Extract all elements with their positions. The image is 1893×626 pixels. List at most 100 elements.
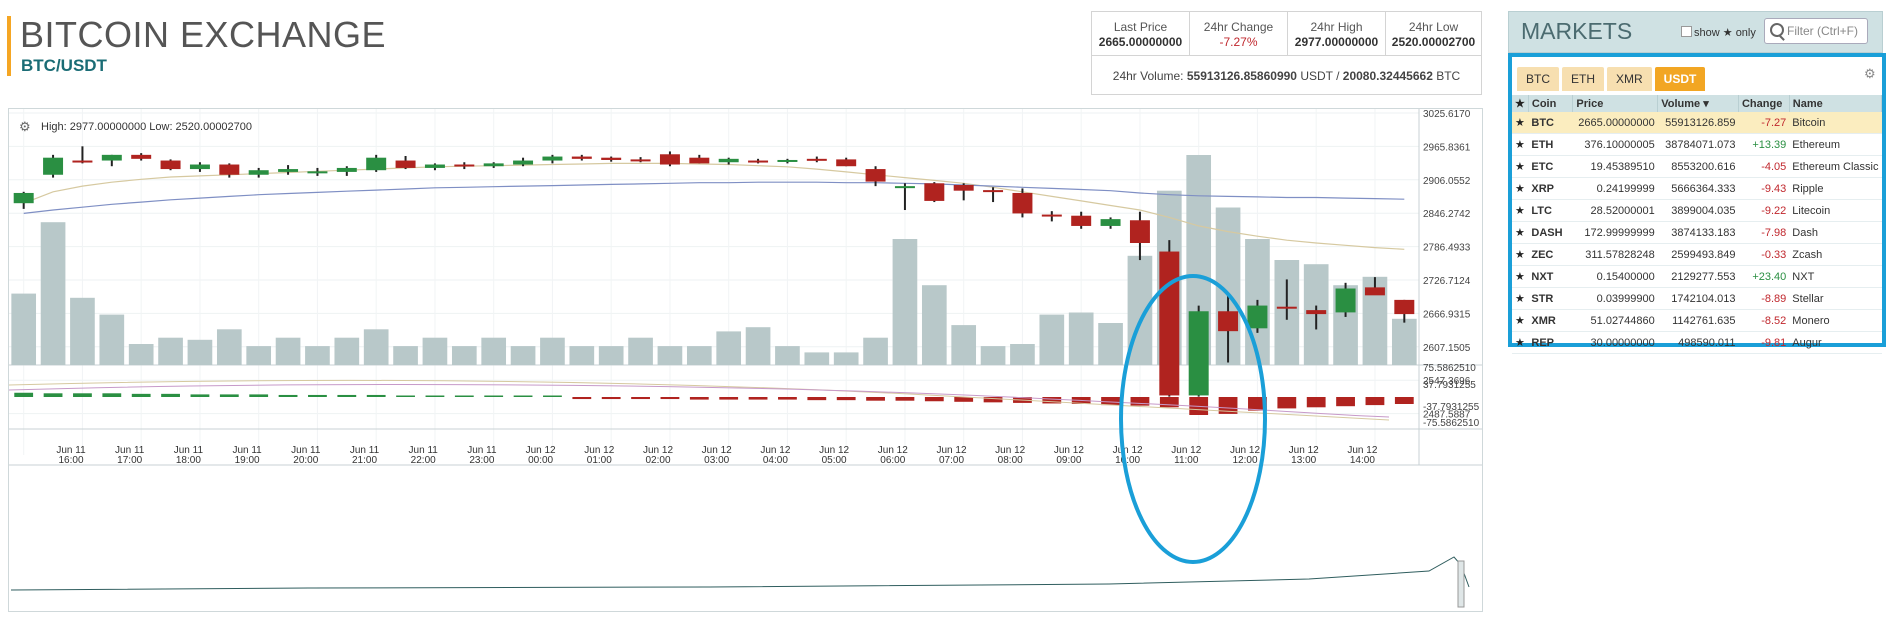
volume-usdt-unit: USDT / (1300, 69, 1340, 83)
volume-label: 24hr Volume: (1112, 69, 1184, 83)
table-row[interactable]: ★ BTC 2665.00000000 55913126.859 -7.27 Bitcoi… (1512, 112, 1882, 134)
time-tick-hour: 04:00 (763, 455, 788, 466)
table-row[interactable]: ★ ETH 376.10000005 38784071.073 +13.39 Ethere… (1512, 133, 1882, 156)
time-tick-hour: 21:00 (352, 455, 377, 466)
gear-icon[interactable]: ⚙ (1864, 66, 1876, 81)
price-cell: 30.00000000 (1572, 331, 1658, 354)
name-cell: Dash (1789, 221, 1882, 244)
show-label: show (1694, 27, 1720, 39)
high-value: 2977.00000000 (1294, 35, 1379, 49)
macd-bar (513, 395, 533, 397)
table-row[interactable]: ★ ZEC 311.57828248 2599493.849 -0.33 Zcash (1512, 243, 1882, 266)
price-tick-label: 2666.9315 (1423, 309, 1471, 320)
volume-cell: 1142761.635 (1657, 309, 1739, 332)
price-cell: 51.02744860 (1572, 309, 1658, 332)
candle-body (983, 190, 1004, 193)
volume-bar (540, 337, 565, 365)
volume-cell: 5666364.333 (1657, 177, 1739, 200)
chart-canvas[interactable]: 3025.6170 2965.8361 2906.0552 2846.2742 2786… (9, 109, 1482, 611)
filter-input[interactable]: Filter (Ctrl+F) (1764, 18, 1868, 44)
volume-bar (363, 329, 389, 365)
page-title: BITCOIN EXCHANGE (20, 14, 387, 55)
price-cell: 0.15400000 (1572, 265, 1658, 288)
tab-xmr[interactable]: XMR (1607, 67, 1652, 91)
tab-eth[interactable]: ETH (1562, 67, 1604, 91)
volume-bar (393, 346, 418, 365)
macd-bar (807, 397, 827, 401)
candle-body (189, 164, 210, 170)
time-tick-hour: 18:00 (176, 455, 201, 466)
candle-body (1159, 251, 1180, 396)
volume-bar (1098, 323, 1123, 365)
time-tick-hour: 07:00 (939, 455, 964, 466)
macd-bar (748, 397, 768, 400)
tab-usdt[interactable]: USDT (1654, 67, 1706, 91)
highlight-ellipse (1119, 274, 1267, 564)
price-cell: 376.10000005 (1572, 133, 1658, 156)
macd-line (9, 384, 1390, 418)
table-row[interactable]: ★ DASH 172.99999999 3874133.183 -7.98 Dash (1512, 221, 1882, 244)
column-coin[interactable]: Coin (1528, 95, 1574, 112)
volume-bar (99, 314, 125, 365)
change-cell: -9.22 (1738, 199, 1790, 222)
candle-body (1247, 305, 1268, 329)
volume-bar (628, 337, 653, 365)
price-chart[interactable]: 3025.6170 2965.8361 2906.0552 2846.2742 2786… (8, 108, 1483, 612)
filter-placeholder: Filter (Ctrl+F) (1787, 24, 1858, 38)
volume-bar (1391, 318, 1417, 365)
candle-body (72, 160, 93, 163)
coin-cell: XMR (1528, 309, 1573, 332)
table-row[interactable]: ★ REP 30.00000000 498590.011 -9.81 Augur (1512, 331, 1882, 354)
macd-bar (778, 397, 797, 400)
tab-btc[interactable]: BTC (1517, 67, 1559, 91)
macd-bar (278, 394, 298, 397)
macd-bar (1336, 397, 1355, 407)
table-row[interactable]: ★ NXT 0.15400000 2129277.553 +23.40 NXT (1512, 265, 1882, 288)
price-tick-label: 2547.3696 (1423, 376, 1471, 387)
star-column-header[interactable]: ★ (1512, 95, 1529, 112)
time-tick-hour: 12:00 (1232, 455, 1257, 466)
price-tick-label: 2786.4933 (1423, 243, 1471, 254)
volume-bar (1068, 312, 1094, 365)
time-tick-date: Jun 12 (1289, 445, 1319, 456)
macd-bar (1277, 397, 1297, 409)
macd-tick-label: -75.5862510 (1423, 418, 1480, 429)
name-cell: Zcash (1789, 243, 1882, 266)
table-row[interactable]: ★ LTC 28.52000001 3899004.035 -9.22 Litecoin (1512, 199, 1882, 222)
time-tick-date: Jun 11 (56, 445, 86, 456)
name-cell: Augur (1789, 331, 1882, 354)
column-name[interactable]: Name (1789, 95, 1883, 112)
table-row[interactable]: ★ XMR 51.02744860 1142761.635 -8.52 Monero (1512, 309, 1882, 332)
coin-cell: STR (1528, 287, 1573, 310)
candle-body (43, 157, 64, 175)
table-row[interactable]: ★ ETC 19.45389510 8553200.616 -4.05 Ethereum … (1512, 155, 1882, 178)
column-volume[interactable]: Volume ▾ (1657, 95, 1739, 112)
time-tick-date: Jun 12 (819, 445, 849, 456)
star-icon: ★ (1512, 177, 1529, 200)
candle-body (13, 192, 34, 204)
price-tick-label: 2726.7124 (1423, 276, 1471, 287)
volume-cell: 3899004.035 (1657, 199, 1739, 222)
column-price[interactable]: Price (1572, 95, 1659, 112)
time-tick-date: Jun 12 (936, 445, 966, 456)
high-label: 24hr High (1310, 20, 1363, 34)
macd-bar (14, 392, 34, 397)
macd-bar (543, 395, 562, 397)
volume-cell: 498590.011 (1657, 331, 1739, 354)
volume-bar (216, 329, 242, 365)
macd-bar (1394, 397, 1414, 404)
candle-body (160, 160, 181, 170)
volume-bar (422, 337, 448, 365)
show-only-checkbox[interactable] (1681, 26, 1692, 37)
star-icon: ★ (1512, 331, 1529, 354)
table-row[interactable]: ★ XRP 0.24199999 5666364.333 -9.43 Ripple (1512, 177, 1882, 200)
candle-body (131, 154, 152, 159)
volume-cell: 1742104.013 (1657, 287, 1739, 310)
volume-bar (716, 331, 742, 365)
column-change[interactable]: Change (1738, 95, 1790, 112)
macd-bar (219, 394, 239, 397)
last-price-cell: Last Price 2665.00000000 (1092, 12, 1190, 56)
table-row[interactable]: ★ STR 0.03999900 1742104.013 -8.89 Stellar (1512, 287, 1882, 310)
show-only-toggle[interactable]: show ★ only (1681, 26, 1756, 39)
high-cell: 24hr High 2977.00000000 (1288, 12, 1386, 56)
